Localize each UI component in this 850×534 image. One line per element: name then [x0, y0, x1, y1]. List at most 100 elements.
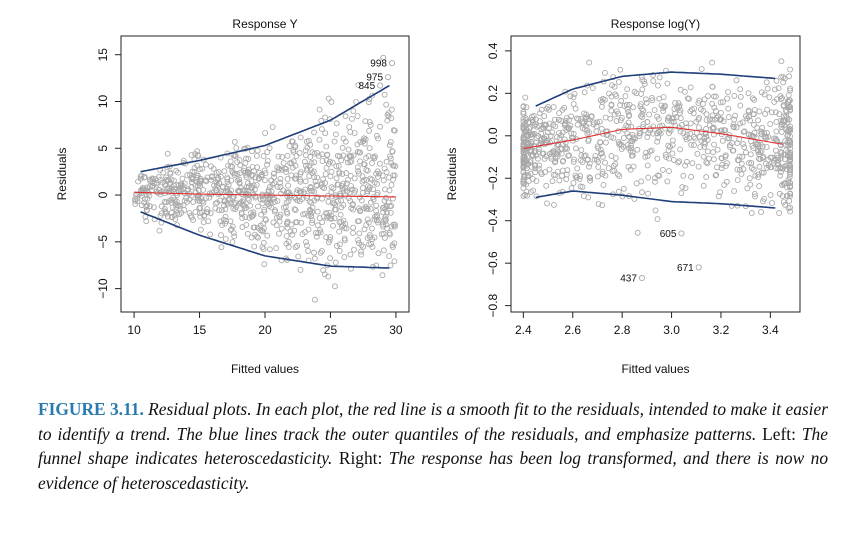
data-point: [308, 213, 315, 220]
data-point: [599, 98, 606, 105]
data-point: [700, 153, 707, 160]
data-point: [274, 164, 281, 171]
data-point: [327, 234, 334, 241]
data-point: [648, 94, 655, 101]
data-point: [258, 211, 265, 218]
data-point: [764, 85, 771, 92]
data-point: [717, 127, 724, 134]
data-point: [286, 189, 292, 196]
data-point: [273, 222, 280, 229]
data-point: [350, 230, 356, 236]
data-point: [721, 181, 728, 188]
data-point: [340, 217, 347, 224]
data-point: [168, 209, 175, 216]
data-point: [152, 176, 159, 182]
data-point: [222, 220, 229, 227]
data-point: [759, 155, 766, 161]
data-point: [278, 225, 285, 232]
data-point: [712, 93, 719, 100]
data-point: [622, 93, 629, 100]
data-point: [347, 128, 354, 135]
data-point: [520, 103, 527, 110]
data-point: [141, 174, 148, 181]
data-point: [536, 118, 543, 125]
data-point: [650, 78, 657, 84]
data-point: [672, 99, 679, 106]
data-point: [634, 229, 641, 236]
data-point: [264, 161, 270, 168]
data-point: [690, 134, 697, 140]
data-point: [367, 205, 374, 212]
data-point: [373, 132, 380, 139]
data-point: [390, 172, 397, 179]
data-point: [637, 101, 644, 107]
data-point: [737, 93, 744, 100]
data-point: [177, 202, 184, 209]
data-point: [785, 127, 792, 134]
data-point: [556, 116, 562, 123]
data-point: [175, 182, 182, 189]
data-point: [712, 108, 719, 114]
data-point: [586, 59, 593, 66]
data-point: [167, 179, 174, 186]
data-point: [544, 200, 550, 207]
data-point: [566, 125, 573, 131]
data-point: [740, 166, 747, 173]
data-point: [780, 103, 787, 110]
data-point: [248, 178, 255, 185]
data-point: [285, 198, 292, 204]
data-point: [254, 164, 261, 171]
data-point: [718, 155, 725, 162]
data-point: [250, 209, 257, 216]
data-point: [644, 153, 651, 159]
data-point: [132, 200, 139, 207]
data-point: [199, 165, 206, 172]
data-point: [529, 113, 535, 120]
data-point: [762, 160, 769, 167]
data-point: [381, 234, 388, 241]
data-point: [660, 108, 667, 114]
data-point: [645, 190, 651, 197]
data-point: [356, 149, 363, 156]
data-point: [300, 189, 307, 196]
data-point: [309, 220, 316, 226]
data-point: [294, 187, 301, 194]
data-point: [301, 158, 308, 165]
data-point: [747, 151, 754, 158]
data-point: [173, 181, 180, 188]
data-point: [247, 202, 254, 209]
data-point: [677, 128, 684, 135]
data-point: [306, 198, 313, 205]
data-point: [581, 89, 588, 96]
data-point: [217, 218, 224, 225]
data-point: [250, 224, 257, 231]
data-point: [387, 262, 394, 269]
data-point: [264, 232, 271, 239]
data-point: [687, 84, 694, 91]
data-point: [386, 253, 393, 260]
data-point: [143, 203, 150, 210]
data-point: [640, 121, 647, 128]
data-point: [549, 178, 556, 185]
data-point: [212, 205, 219, 212]
data-point: [192, 189, 199, 196]
data-point: [773, 128, 780, 135]
data-point: [290, 148, 297, 155]
data-point: [577, 173, 584, 180]
data-point: [657, 130, 664, 137]
data-point: [547, 132, 554, 139]
data-point: [218, 232, 224, 239]
data-point: [200, 219, 207, 226]
data-point: [556, 177, 563, 184]
data-point: [771, 86, 778, 93]
data-point: [703, 117, 710, 123]
panel-2: 605 671 437 2.4 2.6 2.8 3.0 3.2 3.4 −0.8 −0.6 −0.4 −…: [445, 17, 801, 376]
data-point: [719, 137, 726, 144]
data-point: [290, 158, 297, 165]
data-point: [532, 169, 538, 176]
data-point: [375, 135, 381, 142]
data-point: [701, 143, 708, 150]
data-point: [605, 165, 612, 172]
data-point: [689, 160, 696, 167]
data-point: [760, 198, 766, 205]
